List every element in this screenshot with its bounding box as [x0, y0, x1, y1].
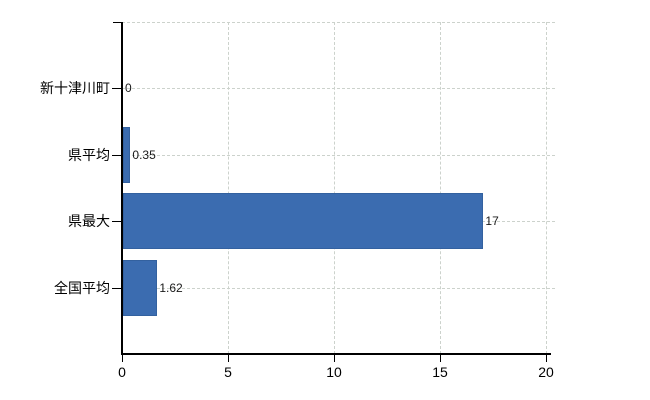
v-gridline	[546, 22, 547, 354]
v-gridline	[440, 22, 441, 354]
y-axis-tick	[112, 221, 122, 223]
v-gridline	[228, 22, 229, 354]
y-axis	[121, 22, 123, 355]
category-label: 新十津川町	[40, 80, 110, 97]
bar	[123, 259, 158, 316]
y-axis-tick	[112, 154, 122, 156]
category-label: 全国平均	[54, 279, 110, 296]
category-label: 県最大	[68, 213, 110, 230]
bar	[123, 193, 484, 250]
category-label: 県平均	[68, 146, 110, 163]
x-axis-tick	[334, 355, 335, 362]
y-axis-top-tick	[113, 22, 122, 23]
value-label: 0.35	[132, 147, 156, 162]
value-label: 0	[125, 81, 132, 96]
x-tick-label: 20	[538, 364, 554, 380]
x-tick-label: 15	[432, 364, 448, 380]
x-tick-label: 0	[118, 364, 126, 380]
bar	[123, 126, 131, 183]
y-axis-tick	[112, 287, 122, 289]
x-axis-tick	[546, 355, 547, 362]
x-tick-label: 5	[224, 364, 232, 380]
x-axis-tick	[440, 355, 441, 362]
v-gridline	[334, 22, 335, 354]
x-axis-tick	[122, 355, 123, 362]
value-label: 1.62	[159, 280, 183, 295]
value-label: 17	[485, 214, 499, 229]
x-axis-tick	[228, 355, 229, 362]
plot-top-gridline	[122, 22, 555, 23]
x-axis	[121, 353, 551, 355]
h-gridline	[122, 154, 555, 156]
y-axis-tick	[112, 88, 122, 90]
h-gridline	[122, 287, 555, 289]
h-gridline	[122, 88, 555, 90]
x-tick-label: 10	[326, 364, 342, 380]
